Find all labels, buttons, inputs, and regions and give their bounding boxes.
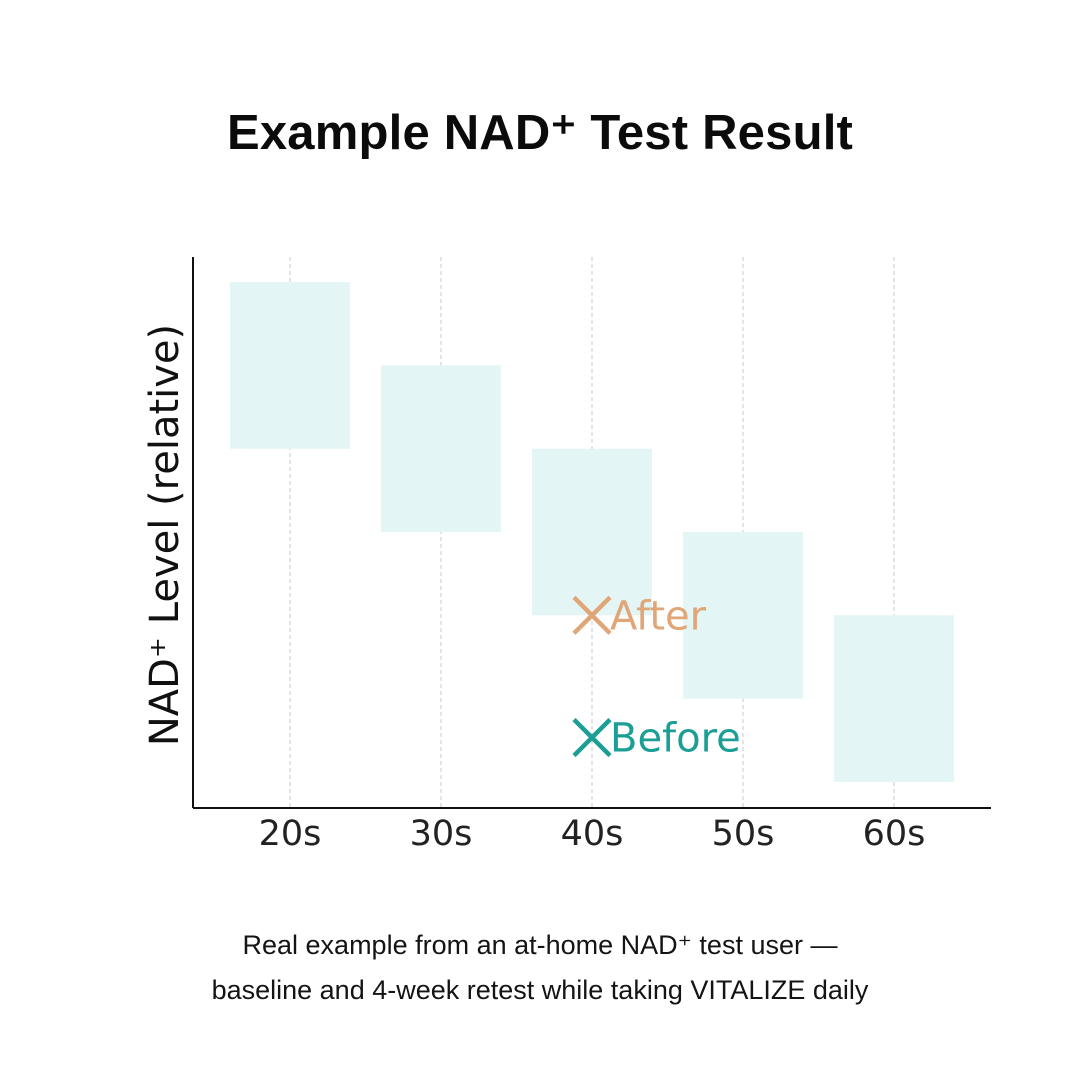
range-band-60s [834, 615, 954, 782]
range-band-40s [532, 448, 652, 616]
x-tick-label-20s: 20s [259, 814, 322, 854]
x-tick-label-50s: 50s [712, 814, 775, 854]
x-tick-label-30s: 30s [410, 814, 473, 854]
range-band-50s [683, 532, 803, 699]
marker-before-stroke-b [572, 717, 612, 758]
marker-after: After [572, 593, 707, 639]
marker-label-after: After [610, 593, 707, 639]
x-tick-label-40s: 40s [561, 814, 624, 854]
caption-line-1: Real example from an at-home NAD⁺ test u… [242, 930, 838, 960]
marker-label-before: Before [610, 716, 741, 762]
range-band-30s [381, 365, 501, 532]
x-tick-labels: 20s 30s 40s 50s 60s [259, 814, 926, 854]
axes [192, 257, 991, 809]
range-band-20s [230, 282, 350, 449]
age-range-bands [230, 282, 954, 782]
page-title: Example NAD⁺ Test Result [226, 106, 854, 160]
caption-line-2: baseline and 4-week retest while taking … [211, 975, 869, 1005]
data-markers: After Before [572, 593, 741, 762]
marker-after-stroke-b [572, 595, 612, 635]
x-tick-label-60s: 60s [863, 814, 926, 854]
y-axis-label: NAD⁺ Level (relative) [142, 324, 188, 746]
marker-before: Before [572, 716, 741, 762]
